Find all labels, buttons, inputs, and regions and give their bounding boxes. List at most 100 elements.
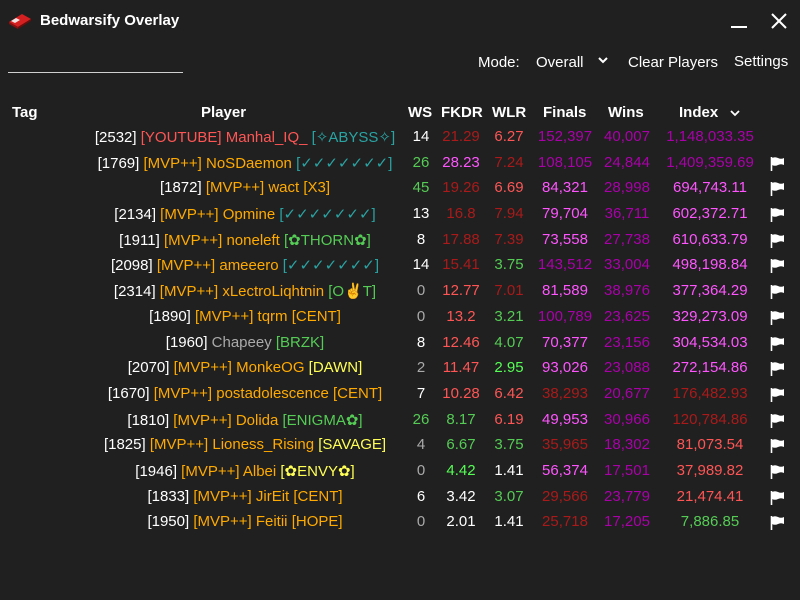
player-name: [1670] [MVP++] postadolescence [CENT] (108, 385, 382, 402)
wlr-cell-value: 3.21 (494, 307, 524, 325)
flag-icon[interactable] (769, 258, 785, 274)
finals-cell-value: 81,589 (542, 282, 588, 300)
column-header-wins[interactable]: Wins (608, 104, 644, 121)
close-icon[interactable] (768, 10, 790, 32)
finals-cell-value: 56,374 (542, 461, 588, 479)
finals-cell-value: 84,321 (542, 179, 588, 197)
flag-icon[interactable] (769, 207, 785, 223)
player-rank-name: [MVP++] Lioness_Rising (149, 436, 319, 454)
flag-icon[interactable] (769, 387, 785, 403)
table-row: [2314] [MVP++] xLectroLiqhtnin [O✌T] 0 12.… (0, 279, 800, 305)
player-name: [1872] [MVP++] wact [X3] (160, 179, 330, 196)
sort-chevron-icon (730, 110, 740, 117)
flag-icon[interactable] (769, 361, 785, 377)
wlr-cell-value: 6.27 (494, 128, 524, 145)
column-header-player[interactable]: Player (201, 104, 247, 121)
index-cell-value: 272,154.86 (672, 359, 748, 377)
player-rank-name: [MVP++] MonkeOG (173, 359, 309, 377)
ws-cell-value: 26 (412, 153, 430, 171)
player-guild-tag: [✧ABYSS✧] (311, 129, 396, 146)
wins-cell-value: 36,711 (604, 205, 650, 223)
search-input[interactable] (8, 50, 183, 72)
flag-icon[interactable] (769, 515, 785, 531)
index-cell-value: 1,409,359.69 (666, 153, 754, 171)
table-row: [1911] [MVP++] noneleft [✿THORN✿] 8 17.88 7… (0, 228, 800, 254)
flag-icon[interactable] (769, 233, 785, 249)
wlr-cell-value: 3.75 (494, 436, 524, 454)
fkdr-cell-value: 4.42 (446, 461, 476, 479)
finals-cell-value: 70,377 (542, 333, 588, 351)
player-rank-name: [MVP++] NoSDaemon (143, 154, 297, 172)
table-row: [1872] [MVP++] wact [X3] 45 19.26 6.69 84,32… (0, 176, 800, 202)
player-name: [2314] [MVP++] xLectroLiqhtnin [O✌T] (114, 282, 376, 300)
wins-cell-value: 18,302 (604, 436, 650, 454)
flag-icon[interactable] (769, 413, 785, 429)
wins-cell-value: 30,966 (604, 410, 650, 428)
player-name: [1960] Chapeey [BRZK] (166, 334, 324, 351)
flag-icon[interactable] (769, 438, 785, 454)
table-row: [1833] [MVP++] JirEit [CENT] 6 3.42 3.07 29,… (0, 485, 800, 511)
table-row: [1670] [MVP++] postadolescence [CENT] 7 10… (0, 382, 800, 408)
title-bar: Bedwarsify Overlay (0, 0, 800, 40)
player-guild-tag: [CENT] (332, 384, 383, 402)
column-header-wlr[interactable]: WLR (492, 104, 527, 121)
ws-cell-value: 6 (416, 487, 426, 505)
wlr-cell-value: 1.41 (494, 461, 524, 479)
wins-cell-value: 33,004 (604, 256, 650, 274)
flag-icon[interactable] (769, 336, 785, 352)
fkdr-cell-value: 28.23 (442, 153, 480, 171)
finals-cell-value: 73,558 (542, 230, 588, 248)
player-rank-name: [MVP++] tqrm (195, 307, 292, 325)
index-cell-value: 498,198.84 (672, 256, 748, 274)
player-table: [2532] [YOUTUBE] Manhal_IQ_ [✧ABYSS✧] 14 2… (0, 125, 800, 536)
player-name: [2532] [YOUTUBE] Manhal_IQ_ [✧ABYSS✧] (95, 128, 395, 146)
finals-cell-value: 49,953 (542, 410, 588, 428)
fkdr-cell-value: 13.2 (446, 307, 476, 325)
settings-button[interactable]: Settings (734, 53, 789, 70)
ws-cell-value: 8 (416, 230, 426, 248)
column-header-tag[interactable]: Tag (12, 104, 38, 121)
wlr-cell-value: 3.07 (494, 487, 524, 505)
table-row: [1769] [MVP++] NoSDaemon [✓✓✓✓✓✓✓] 26 28.2… (0, 151, 800, 177)
clear-players-button[interactable]: Clear Players (628, 54, 719, 71)
mode-select[interactable]: Overall (536, 54, 584, 71)
player-guild-tag: [✿THORN✿] (284, 231, 371, 249)
player-name: [2070] [MVP++] MonkeOG [DAWN] (128, 359, 363, 376)
flag-icon[interactable] (769, 284, 785, 300)
wins-cell-value: 23,625 (604, 307, 650, 325)
player-star: [1946] (135, 462, 182, 480)
player-star: [1872] (159, 179, 206, 197)
flag-icon[interactable] (769, 181, 785, 197)
table-row: [1890] [MVP++] tqrm [CENT] 0 13.2 3.21 100,7… (0, 305, 800, 331)
player-guild-tag: [SAVAGE] (318, 436, 387, 454)
player-rank-name: [MVP++] Albei (181, 462, 281, 480)
column-header-finals[interactable]: Finals (543, 104, 587, 121)
player-star: [1890] (149, 307, 195, 325)
finals-cell-value: 29,566 (542, 487, 588, 505)
player-rank-name: [MVP++] ameeero (156, 257, 283, 275)
wins-cell-value: 38,976 (604, 282, 650, 300)
table-row: [1960] Chapeey [BRZK] 8 12.46 4.07 70,377 23,… (0, 331, 800, 357)
wins-cell-value: 24,844 (604, 153, 650, 171)
ws-cell-value: 0 (416, 282, 426, 300)
flag-icon[interactable] (769, 310, 785, 326)
ws-cell-value: 14 (412, 256, 430, 274)
column-header-fkdr[interactable]: FKDR (441, 104, 483, 121)
chevron-down-icon[interactable] (597, 54, 609, 66)
flag-icon[interactable] (769, 490, 785, 506)
minimize-icon[interactable] (728, 10, 750, 32)
wlr-cell-value: 3.75 (494, 256, 524, 274)
player-star: [2532] (94, 129, 141, 146)
app-title: Bedwarsify Overlay (40, 12, 180, 29)
player-guild-tag: [HOPE] (291, 513, 343, 531)
flag-icon[interactable] (769, 464, 785, 480)
column-header-index[interactable]: Index (679, 104, 719, 121)
finals-cell-value: 152,397 (537, 128, 593, 145)
player-name: [1950] [MVP++] Feitii [HOPE] (147, 513, 342, 530)
column-header-ws[interactable]: WS (408, 104, 433, 121)
player-name: [1911] [MVP++] noneleft [✿THORN✿] (119, 231, 371, 249)
player-guild-tag: [✿ENVY✿] (280, 462, 355, 480)
flag-icon[interactable] (769, 156, 785, 172)
player-name: [1946] [MVP++] Albei [✿ENVY✿] (135, 462, 354, 480)
index-cell-value: 304,534.03 (672, 333, 748, 351)
